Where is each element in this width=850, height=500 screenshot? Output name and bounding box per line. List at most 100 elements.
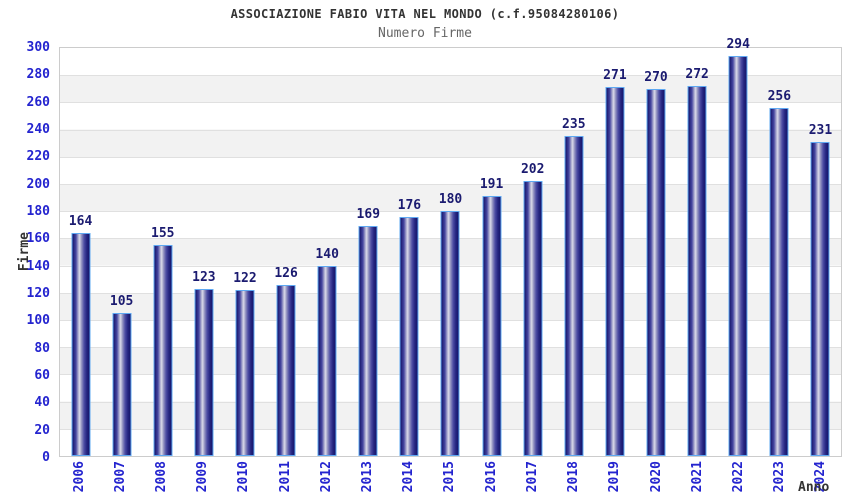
y-tick-label: 160 [26, 231, 50, 247]
bar-slot-2020: 270 [635, 48, 676, 456]
bar-2009[interactable] [194, 288, 214, 456]
y-tick-label: 180 [26, 204, 50, 219]
bar-value-label: 235 [562, 117, 586, 133]
bar-2012[interactable] [317, 265, 337, 456]
x-tick-slot: 2015 [430, 461, 471, 499]
bar-2023[interactable] [769, 107, 789, 456]
bar-slot-2011: 126 [266, 48, 307, 456]
bar-slot-2016: 191 [471, 48, 512, 456]
x-tick-label: 2006 [71, 461, 87, 493]
x-tick-label: 2020 [648, 461, 664, 493]
x-tick-label: 2019 [607, 461, 623, 493]
x-tick-label: 2021 [689, 461, 705, 493]
x-tick-label: 2007 [112, 461, 128, 493]
bar-slot-2010: 122 [224, 48, 265, 456]
bar-2018[interactable] [564, 136, 584, 456]
y-tick-label: 80 [34, 340, 50, 356]
x-tick-slot: 2022 [718, 461, 759, 499]
y-tick-label: 120 [26, 286, 50, 301]
x-tick-label: 2014 [401, 461, 417, 493]
y-tick-label: 0 [42, 450, 50, 465]
y-tick-label: 140 [26, 258, 50, 274]
bar-2010[interactable] [235, 290, 255, 456]
y-tick-label: 60 [34, 368, 50, 383]
x-tick-slot: 2011 [265, 461, 306, 499]
bar-2013[interactable] [358, 226, 378, 456]
x-tick-slot: 2009 [183, 461, 224, 499]
x-tick-label: 2015 [442, 461, 458, 493]
bar-slot-2024: 231 [800, 48, 841, 456]
bar-value-label: 256 [767, 88, 792, 104]
x-tick-slot: 2016 [471, 461, 512, 499]
x-tick-slot: 2013 [347, 461, 388, 499]
bar-2021[interactable] [687, 86, 707, 456]
bar-value-label: 126 [274, 265, 298, 281]
x-tick-label: 2017 [524, 461, 540, 493]
bar-slot-2021: 272 [677, 48, 718, 456]
x-tick-label: 2008 [154, 461, 169, 493]
x-tick-slot: 2020 [636, 461, 677, 499]
y-tick-label: 200 [26, 176, 50, 192]
bar-value-label: 122 [233, 271, 257, 287]
bar-slot-2019: 271 [594, 48, 635, 456]
gridline [60, 183, 841, 185]
x-tick-label: 2023 [772, 461, 788, 493]
y-tick-label: 20 [34, 422, 50, 438]
x-tick-slot: 2014 [389, 461, 430, 499]
bar-value-label: 176 [397, 197, 422, 213]
chart-subtitle: Numero Firme [378, 26, 472, 41]
bar-slot-2012: 140 [307, 48, 348, 456]
bar-slot-2023: 256 [759, 48, 800, 456]
x-tick-label: 2013 [360, 461, 376, 493]
x-tick-slot: 2006 [59, 461, 100, 499]
x-tick-label: 2018 [566, 461, 582, 493]
x-tick-slot: 2021 [677, 461, 718, 499]
bar-value-label: 202 [520, 162, 545, 178]
x-axis-labels: 2006 2007 2008 2009 2010 2011 2012 2013 2014 2015… [59, 461, 842, 499]
bar-value-label: 155 [151, 226, 175, 242]
x-tick-label: 2016 [483, 461, 499, 493]
bar-value-label: 169 [356, 207, 381, 223]
bar-slot-2007: 105 [101, 48, 142, 456]
bar-2015[interactable] [440, 211, 460, 456]
x-tick-label: 2012 [318, 461, 334, 493]
bar-2019[interactable] [605, 87, 625, 456]
bar-slot-2017: 202 [512, 48, 553, 456]
bar-2016[interactable] [482, 196, 502, 456]
x-tick-label: 2022 [730, 461, 746, 493]
x-tick-label: 2011 [277, 461, 293, 493]
y-tick-label: 40 [34, 395, 50, 411]
x-tick-slot: 2007 [100, 461, 141, 499]
x-tick-slot: 2023 [760, 461, 801, 499]
y-tick-label: 280 [26, 67, 50, 83]
bar-slot-2008: 155 [142, 48, 183, 456]
bar-2008[interactable] [153, 245, 173, 456]
bar-value-label: 123 [192, 269, 216, 285]
bar-2011[interactable] [276, 284, 296, 456]
bar-value-label: 164 [68, 213, 93, 229]
gridline [60, 129, 841, 131]
y-tick-label: 220 [26, 149, 50, 165]
bar-2014[interactable] [399, 216, 419, 456]
bar-2006[interactable] [71, 232, 91, 456]
bar-value-label: 180 [438, 192, 463, 208]
bar-slot-2013: 169 [348, 48, 389, 456]
x-tick-label: 2009 [195, 461, 211, 493]
bar-slot-2014: 176 [389, 48, 430, 456]
bar-2022[interactable] [728, 56, 748, 456]
x-tick-slot: 2018 [554, 461, 595, 499]
gridline [60, 102, 841, 104]
bar-2020[interactable] [646, 88, 666, 456]
bar-value-label: 294 [726, 37, 750, 53]
bar-value-label: 140 [315, 246, 339, 262]
bar-slot-2006: 164 [60, 48, 101, 456]
bar-2017[interactable] [523, 181, 543, 456]
x-tick-slot: 2017 [512, 461, 553, 499]
x-tick-slot: 2019 [595, 461, 636, 499]
plot-area: 164 105 155 123 122 126 140 169 176 180 191 202 235 2… [59, 37, 842, 457]
x-tick-slot: 2012 [306, 461, 347, 499]
bar-2007[interactable] [112, 313, 132, 456]
x-tick-label: 2010 [236, 461, 252, 493]
bar-value-label: 105 [109, 294, 134, 310]
bar-2024[interactable] [810, 141, 830, 456]
